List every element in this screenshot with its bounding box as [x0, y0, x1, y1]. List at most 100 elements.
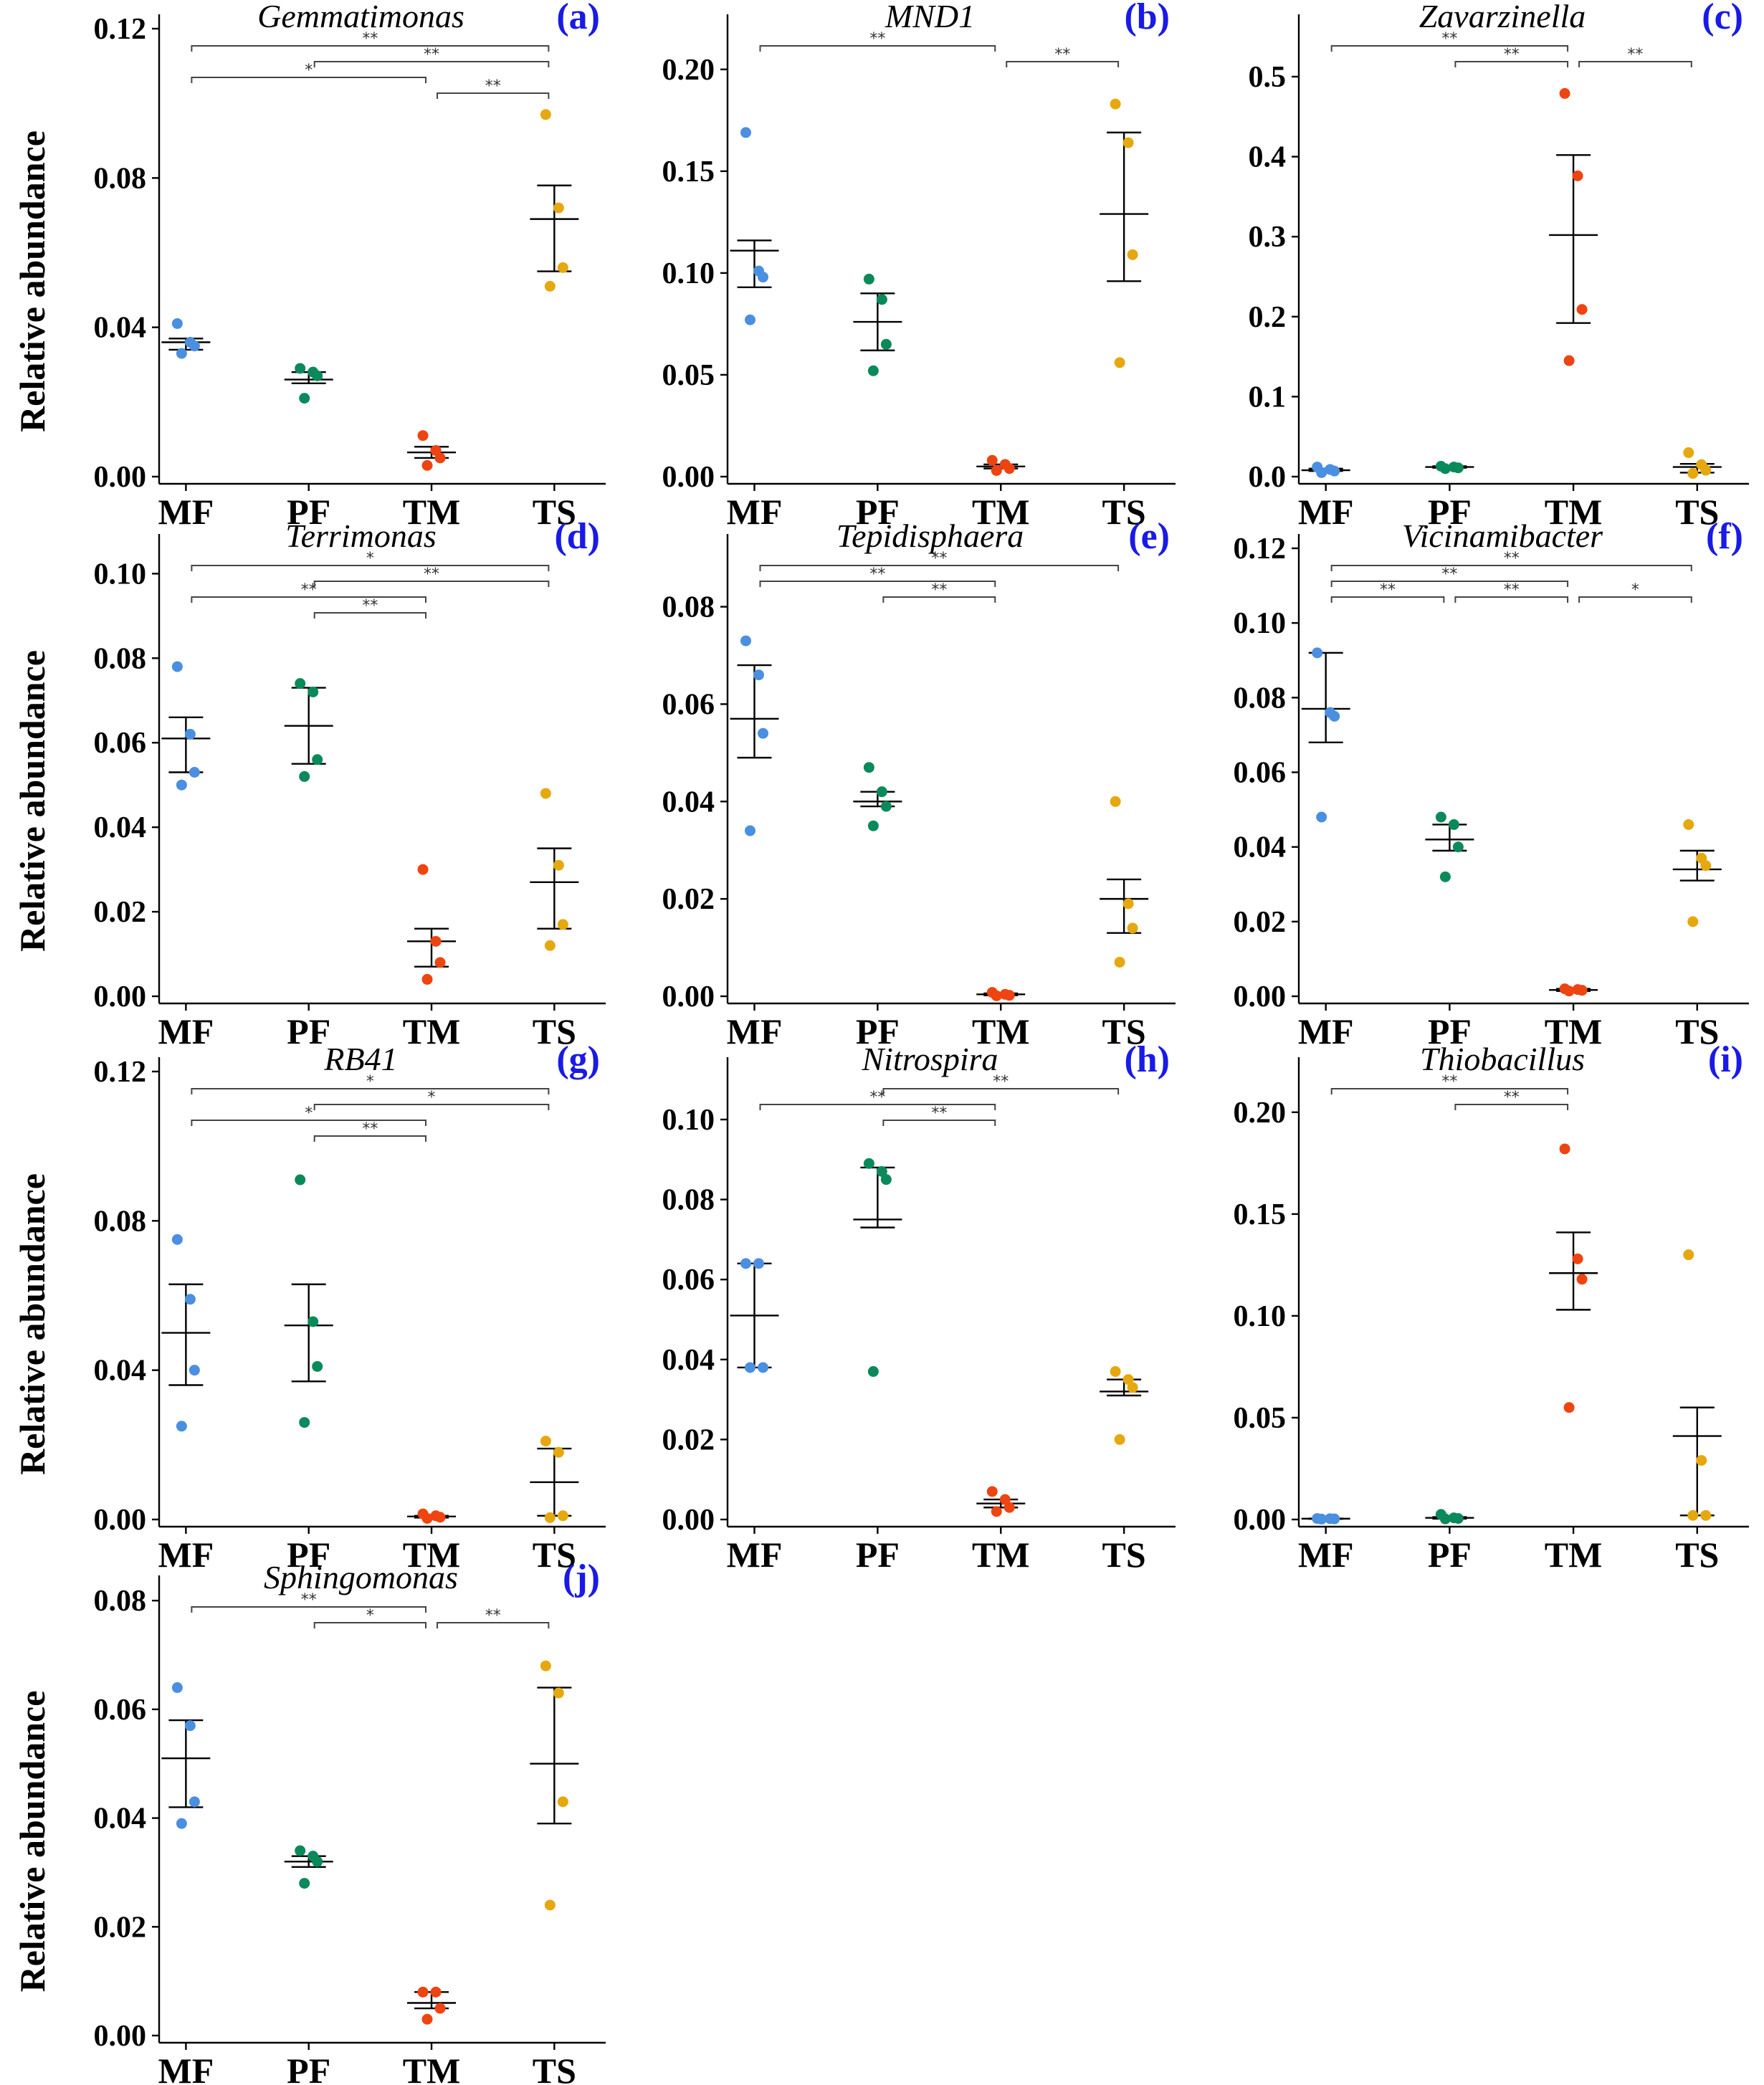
- panel-title: Vicinamibacter: [1402, 517, 1603, 554]
- y-tick-label: 0.00: [662, 1504, 715, 1537]
- data-point-ts: [544, 1899, 556, 1911]
- data-point-ts: [544, 1512, 556, 1523]
- significance-bracket: [313, 581, 550, 587]
- significance-bracket: [1330, 45, 1569, 52]
- significance-bracket: [191, 596, 427, 603]
- data-point-tm: [434, 1512, 446, 1523]
- data-point-pf: [295, 1174, 306, 1185]
- data-point-ts: [1687, 916, 1699, 927]
- data-point-ts: [1127, 249, 1138, 260]
- x-tick-label-mf: MF: [1298, 1535, 1354, 1575]
- data-point-mf: [740, 127, 751, 138]
- y-tick-label: 0.04: [94, 1355, 147, 1388]
- data-point-tm: [1576, 1274, 1588, 1285]
- panel-title: RB41: [323, 1041, 397, 1077]
- data-point-ts: [1700, 860, 1712, 872]
- data-point-tm: [1576, 985, 1588, 996]
- panel-letter: (i): [1708, 1039, 1743, 1080]
- significance-bracket: [759, 565, 1120, 571]
- y-tick-label: 0.00: [662, 981, 715, 1013]
- panel-e: 0.00 0.02 0.04 0.06 0.08 MF PF TM TS Tepidisphaer…: [662, 516, 1176, 1051]
- panel-f: 0.00 0.02 0.04 0.06 0.08 0.10 0.12 MF PF TM TS Vici…: [1234, 516, 1749, 1051]
- data-point-mf: [1316, 467, 1327, 478]
- y-axis-label: Relative abundance: [12, 650, 52, 952]
- data-point-ts: [540, 109, 551, 120]
- data-point-mf: [189, 1796, 200, 1808]
- y-tick-label: 0.00: [94, 981, 147, 1013]
- data-point-pf: [1435, 811, 1446, 823]
- significance-bracket: [1006, 61, 1120, 67]
- data-point-pf: [299, 393, 310, 404]
- y-tick-label: 0.06: [662, 1264, 715, 1297]
- data-point-mf: [1316, 1513, 1327, 1525]
- data-point-tm: [986, 1486, 998, 1497]
- significance-label: *: [366, 550, 374, 568]
- data-point-tm: [430, 1986, 442, 1998]
- y-tick-label: 0.10: [1234, 1300, 1287, 1333]
- y-tick-label: 0.05: [662, 359, 715, 392]
- y-tick-label: 0.15: [662, 156, 715, 189]
- significance-bracket: [313, 1622, 427, 1628]
- data-point-pf: [295, 678, 306, 690]
- significance-bracket: [882, 596, 996, 603]
- data-point-mf: [184, 728, 196, 740]
- significance-label: **: [993, 1073, 1009, 1091]
- data-point-ts: [1127, 922, 1138, 934]
- significance-bracket: [1330, 1088, 1569, 1094]
- panel-title: Gemmatimonas: [257, 0, 464, 34]
- x-tick-label-pf: PF: [287, 1011, 330, 1051]
- data-point-ts: [544, 940, 556, 951]
- y-tick-label: 0.08: [662, 1184, 715, 1217]
- data-point-mf: [171, 1234, 183, 1245]
- data-point-tm: [421, 2013, 433, 2025]
- panel-title: Thiobacillus: [1420, 1041, 1585, 1077]
- x-tick-label-ts: TS: [533, 492, 576, 532]
- data-point-pf: [1439, 871, 1451, 882]
- data-point-ts: [1110, 796, 1121, 807]
- x-tick-label-ts: TS: [533, 2051, 576, 2085]
- data-point-mf: [745, 314, 755, 325]
- y-tick-label: 0.04: [1234, 831, 1287, 864]
- significance-bracket: [191, 1606, 427, 1613]
- y-tick-label: 0.05: [1234, 1402, 1287, 1435]
- data-point-ts: [1110, 98, 1121, 110]
- significance-label: **: [362, 597, 378, 615]
- data-point-ts: [1127, 1382, 1138, 1393]
- significance-bracket: [313, 612, 427, 619]
- data-point-ts: [557, 262, 568, 273]
- x-tick-label-pf: PF: [1428, 1535, 1472, 1575]
- significance-label: **: [301, 581, 317, 599]
- data-point-ts: [1687, 1509, 1699, 1521]
- data-point-mf: [189, 1365, 200, 1376]
- data-point-tm: [1003, 990, 1015, 1001]
- data-point-ts: [540, 1660, 551, 1671]
- data-point-pf: [307, 1316, 319, 1327]
- significance-label: **: [424, 46, 439, 64]
- significance-label: **: [424, 566, 439, 583]
- data-point-pf: [1439, 463, 1451, 474]
- data-point-tm: [1563, 355, 1575, 366]
- y-tick-label: 0.04: [662, 1344, 715, 1377]
- y-tick-label: 0.06: [94, 727, 147, 760]
- panel-letter: (g): [556, 1039, 600, 1080]
- data-point-pf: [1452, 462, 1464, 474]
- y-tick-label: 0.00: [94, 461, 147, 494]
- data-point-pf: [880, 338, 892, 350]
- y-tick-label: 0.5: [1249, 61, 1287, 94]
- panel-title: Nitrospira: [861, 1041, 998, 1077]
- y-tick-label: 0.12: [1234, 533, 1287, 566]
- data-point-tm: [1003, 463, 1015, 474]
- data-point-pf: [876, 1166, 887, 1178]
- x-tick-label-pf: PF: [1428, 1011, 1472, 1051]
- panel-a: 0.00 0.04 0.08 0.12 MF PF TM TS Gemmatimonas (a) *…: [94, 0, 606, 532]
- significance-label: **: [931, 581, 947, 599]
- data-point-pf: [295, 363, 306, 374]
- data-point-tm: [1559, 87, 1570, 99]
- x-tick-label-mf: MF: [158, 2051, 214, 2085]
- x-tick-label-tm: TM: [972, 1011, 1030, 1051]
- data-point-ts: [1110, 1366, 1121, 1378]
- y-tick-label: 0.0: [1249, 461, 1287, 494]
- x-tick-label-ts: TS: [533, 1535, 576, 1575]
- panel-title: Tepidisphaera: [836, 517, 1024, 554]
- data-point-ts: [557, 919, 568, 930]
